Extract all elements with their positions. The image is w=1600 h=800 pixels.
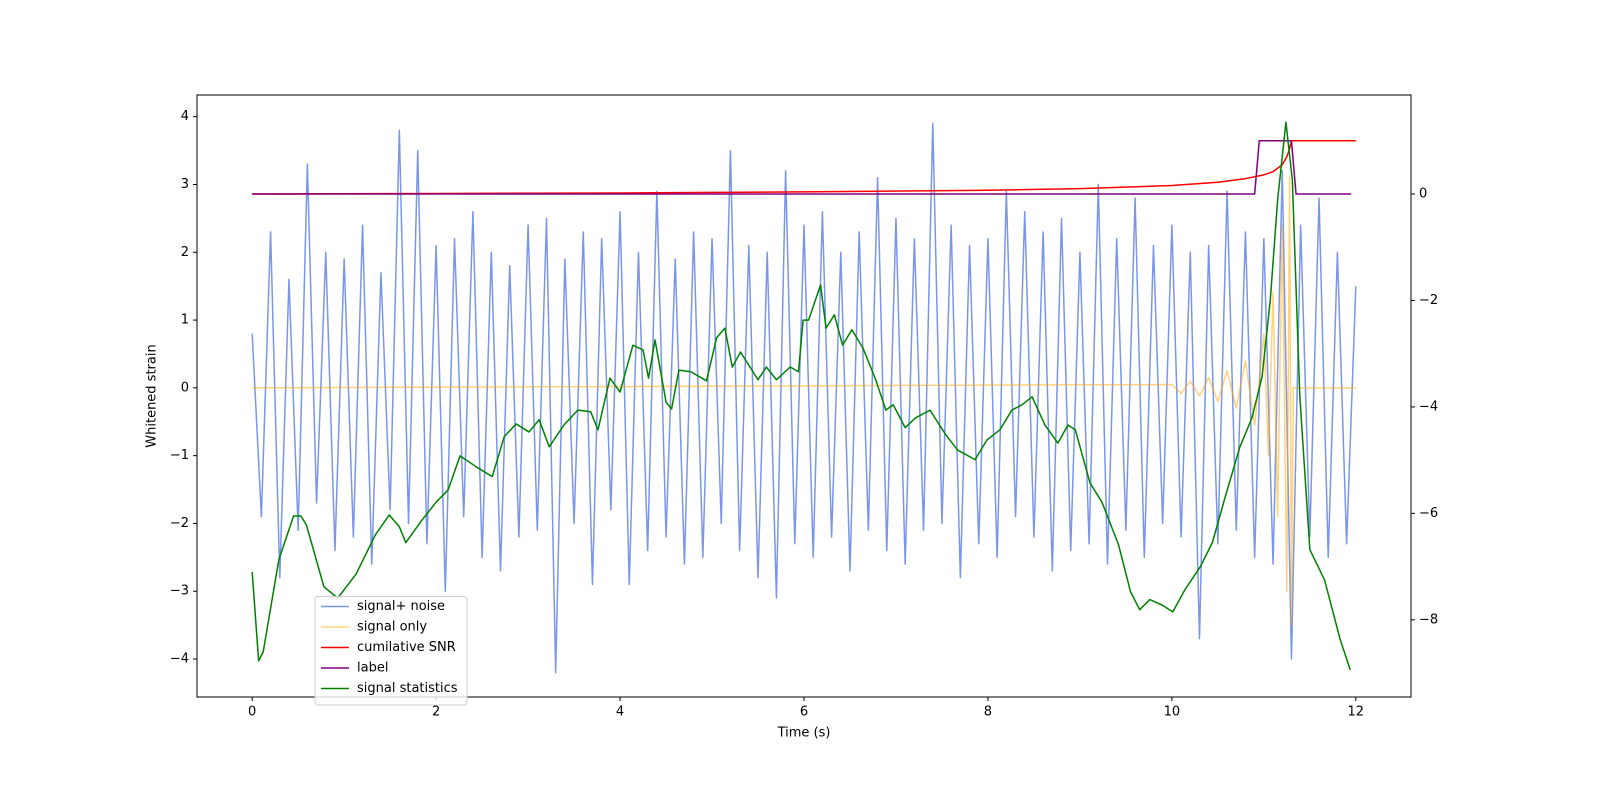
legend-label: signal only [357,620,427,635]
y-tick-label: 0 [181,380,189,395]
series-line [251,122,1357,674]
y-tick-label: −4 [170,652,189,667]
y2-tick-label: 0 [1419,187,1427,202]
x-tick-label: 12 [1348,705,1365,720]
y-tick-label: −1 [170,448,189,463]
x-tick-label: 8 [984,705,992,720]
series-line [252,140,1352,195]
series-line [251,121,1352,671]
y-tick-label: 1 [181,313,189,328]
x-tick-label: 4 [616,705,624,720]
x-tick-label: 2 [432,705,440,720]
y2-tick-label: −6 [1419,506,1438,521]
y-axis-label: Whitened strain [145,344,160,447]
x-axis-label: Time (s) [777,726,831,741]
x-tick-label: 6 [800,705,808,720]
x-tick-label: 10 [1164,705,1181,720]
y-tick-label: 3 [181,177,189,192]
plot-area [251,121,1357,674]
y-tick-label: −3 [170,584,189,599]
y-tick-label: 2 [181,245,189,260]
legend-label: signal statistics [357,681,458,696]
legend-label: label [357,661,388,676]
legend-box [314,596,468,706]
series-line [252,140,1356,195]
legend-label: cumilative SNR [357,640,456,655]
y-tick-label: 4 [181,109,189,124]
y2-tick-label: −2 [1419,293,1438,308]
legend-label: signal+ noise [357,599,445,614]
y2-tick-label: −8 [1419,612,1438,627]
series-line [252,176,1356,626]
y2-tick-label: −4 [1419,399,1438,414]
y-tick-label: −2 [170,516,189,531]
x-tick-label: 0 [248,705,256,720]
